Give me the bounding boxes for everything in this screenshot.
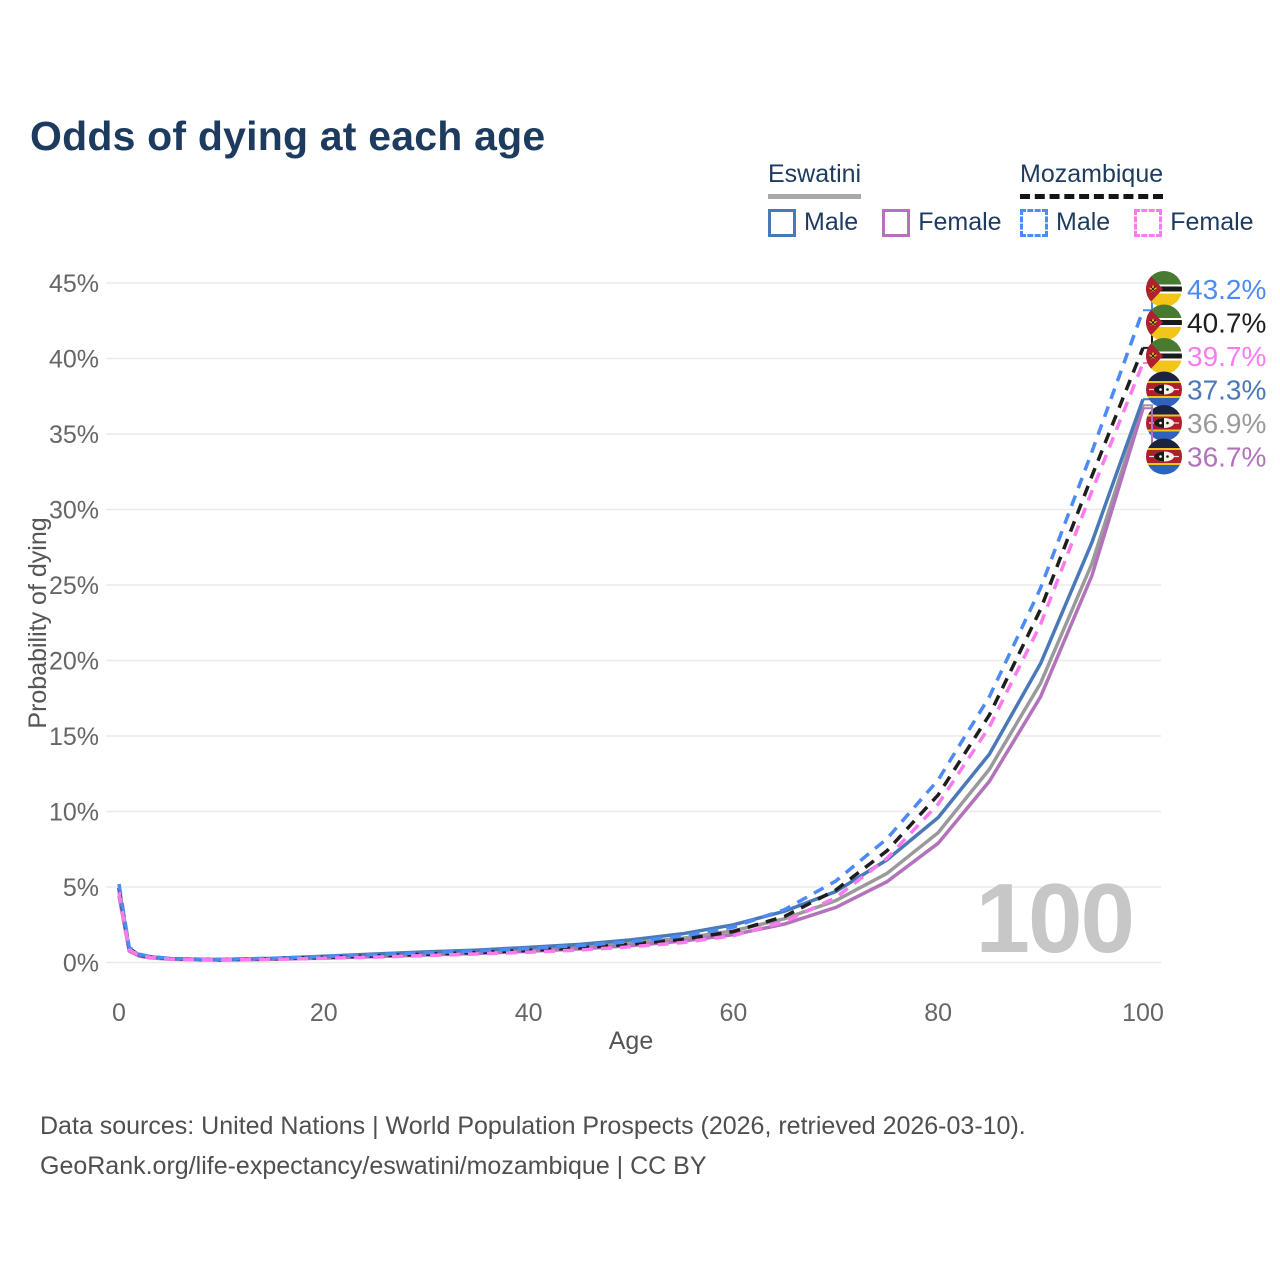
legend-group-eswatini: Eswatini Male Female <box>768 160 1018 237</box>
legend-header-eswatini: Eswatini <box>768 160 862 199</box>
legend-label-mozambique-male[interactable]: Male <box>1056 208 1111 236</box>
y-tick-5: 5% <box>63 874 99 902</box>
y-axis-title: Probability of dying <box>24 517 52 728</box>
y-tick-45: 45% <box>49 270 99 298</box>
legend-swatch-eswatini-male[interactable] <box>768 208 796 237</box>
y-tick-40: 40% <box>49 346 99 374</box>
end-value-eswatini-female: 36.7% <box>1187 442 1266 473</box>
footer-sources: Data sources: United Nations | World Pop… <box>40 1112 1026 1140</box>
gridlines <box>106 282 1161 964</box>
eswatini-flag-icon <box>1146 372 1182 408</box>
legend-label-eswatini-female[interactable]: Female <box>918 208 1002 236</box>
x-tick-0: 0 <box>112 999 126 1027</box>
x-tick-20: 20 <box>310 999 338 1027</box>
x-tick-60: 60 <box>719 999 747 1027</box>
end-labels: 43.2%40.7%39.7%37.3%36.9%36.7% <box>1143 271 1266 475</box>
legend-swatch-mozambique-male[interactable] <box>1020 208 1048 237</box>
series-line-mozambique-female[interactable] <box>117 362 1145 962</box>
series-lines <box>117 309 1145 962</box>
watermark-age: 100 <box>975 863 1133 973</box>
x-tick-100: 100 <box>1122 999 1164 1027</box>
y-tick-35: 35% <box>49 421 99 449</box>
x-tick-40: 40 <box>515 999 543 1027</box>
x-axis-title: Age <box>609 1027 653 1055</box>
y-tick-10: 10% <box>49 799 99 827</box>
series-line-mozambique-male[interactable] <box>117 309 1145 962</box>
end-value-eswatini-male: 37.3% <box>1187 375 1266 406</box>
x-tick-80: 80 <box>924 999 952 1027</box>
legend-swatch-eswatini-female[interactable] <box>882 208 911 237</box>
y-tick-30: 30% <box>49 497 99 525</box>
legend-label-mozambique-female[interactable]: Female <box>1170 208 1254 236</box>
legend-label-eswatini-male[interactable]: Male <box>804 208 859 236</box>
end-value-mozambique-male: 43.2% <box>1187 274 1266 305</box>
legend-swatch-mozambique-female[interactable] <box>1134 208 1163 237</box>
y-tick-15: 15% <box>49 723 99 751</box>
y-tick-20: 20% <box>49 648 99 676</box>
footer: Data sources: United Nations | World Pop… <box>40 1106 1026 1186</box>
page-title: Odds of dying at each age <box>30 113 546 160</box>
mozambique-flag-icon <box>1146 305 1182 341</box>
legend-header-mozambique: Mozambique <box>1020 160 1164 199</box>
y-tick-25: 25% <box>49 572 99 600</box>
end-value-eswatini-both-sexes: 36.9% <box>1187 408 1266 439</box>
end-value-mozambique-both-sexes: 40.7% <box>1187 308 1266 339</box>
mozambique-flag-icon <box>1146 271 1182 307</box>
footer-attribution[interactable]: GeoRank.org/life-expectancy/eswatini/moz… <box>40 1152 707 1180</box>
y-tick-0: 0% <box>63 950 99 978</box>
end-value-mozambique-female: 39.7% <box>1187 341 1266 372</box>
axis-ticks: 0% 5% 10% 15% 20% 25% 30% 35% 40% 45% 0 20 40 60 80 100 <box>49 270 1164 1027</box>
mozambique-flag-icon <box>1146 338 1182 374</box>
legend-group-mozambique: Mozambique Male Female <box>1020 160 1270 237</box>
eswatini-flag-icon <box>1146 439 1182 475</box>
